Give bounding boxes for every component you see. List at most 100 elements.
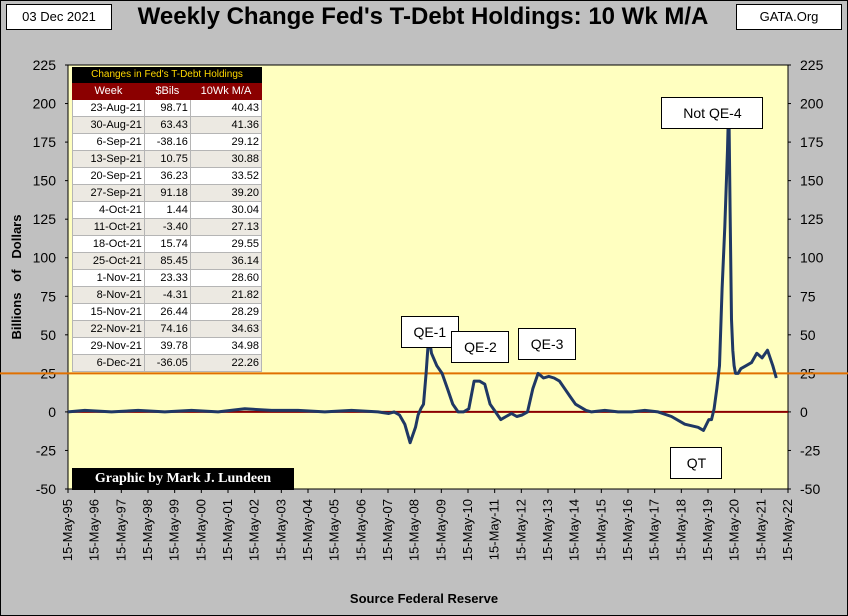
table-cell-bils: 36.23 (143, 167, 191, 185)
annotation-label: Not QE-4 (661, 96, 764, 129)
x-tick-label: 15-May-11 (487, 499, 502, 560)
table-cell-week: 6-Sep-21 (72, 133, 145, 151)
table-cell-ma: 41.36 (189, 116, 263, 134)
y-tick-label-right: 225 (800, 57, 824, 73)
x-tick-label: 15-May-17 (647, 499, 662, 561)
y-tick-label-right: 125 (800, 211, 824, 227)
x-tick-label: 15-May-06 (353, 499, 368, 561)
x-tick-label: 15-May-05 (327, 499, 342, 561)
site-box: GATA.Org (736, 4, 842, 30)
table-cell-bils: 98.71 (143, 99, 191, 117)
table-cell-bils: 85.45 (143, 252, 191, 270)
y-tick-label-left: 125 (33, 211, 57, 227)
table-cell-ma: 40.43 (189, 99, 263, 117)
table-cell-bils: 91.18 (143, 184, 191, 202)
y-tick-label-right: 0 (800, 404, 808, 420)
x-axis-label: Source Federal Reserve (349, 591, 499, 606)
table-cell-ma: 30.88 (189, 150, 263, 168)
y-tick-label-left: 150 (33, 173, 57, 189)
x-tick-label: 15-May-03 (273, 499, 288, 561)
y-tick-label-left: 75 (40, 288, 56, 304)
table-row: 27-Sep-21 91.18 39.20 (72, 184, 263, 202)
y-tick-label-right: -50 (800, 481, 820, 497)
y-tick-label-right: 150 (800, 173, 824, 189)
table-cell-week: 4-Oct-21 (72, 201, 145, 219)
y-tick-label-left: 50 (40, 327, 56, 343)
y-tick-label-right: 75 (800, 288, 816, 304)
table-header-bils: $Bils (143, 82, 191, 100)
table-row: 13-Sep-21 10.75 30.88 (72, 150, 263, 168)
data-table: Changes in Fed's T-Debt Holdings Week $B… (72, 67, 263, 372)
table-cell-ma: 29.55 (189, 235, 263, 253)
y-axis-label: Billions of Dollars (9, 215, 24, 340)
table-row: 6-Dec-21 -36.05 22.26 (72, 354, 263, 372)
table-row: 23-Aug-21 98.71 40.43 (72, 99, 263, 117)
table-cell-week: 23-Aug-21 (72, 99, 145, 117)
table-cell-week: 20-Sep-21 (72, 167, 145, 185)
table-cell-bils: 15.74 (143, 235, 191, 253)
table-cell-ma: 30.04 (189, 201, 263, 219)
table-header-week: Week (72, 82, 145, 100)
x-tick-label: 15-May-96 (87, 499, 102, 561)
table-cell-week: 8-Nov-21 (72, 286, 145, 304)
table-cell-bils: 23.33 (143, 269, 191, 287)
table-row: 11-Oct-21 -3.40 27.13 (72, 218, 263, 236)
table-cell-ma: 39.20 (189, 184, 263, 202)
table-cell-bils: 1.44 (143, 201, 191, 219)
table-cell-bils: -38.16 (143, 133, 191, 151)
x-tick-label: 15-May-02 (247, 499, 262, 561)
y-tick-label-left: 0 (48, 404, 56, 420)
y-tick-label-left: 200 (33, 96, 57, 112)
date-box: 03 Dec 2021 (6, 4, 112, 30)
x-tick-label: 15-May-01 (220, 499, 235, 561)
table-row: 6-Sep-21 -38.16 29.12 (72, 133, 263, 151)
table-cell-week: 25-Oct-21 (72, 252, 145, 270)
table-cell-ma: 27.13 (189, 218, 263, 236)
table-cell-ma: 22.26 (189, 354, 263, 372)
x-tick-label: 15-May-19 (700, 499, 715, 561)
table-row: 4-Oct-21 1.44 30.04 (72, 201, 263, 219)
x-tick-label: 15-May-16 (620, 499, 635, 561)
table-cell-week: 1-Nov-21 (72, 269, 145, 287)
table-row: 15-Nov-21 26.44 28.29 (72, 303, 263, 321)
x-tick-label: 15-May-95 (60, 499, 75, 561)
table-cell-ma: 34.63 (189, 320, 263, 338)
table-cell-ma: 28.60 (189, 269, 263, 287)
table-row: 20-Sep-21 36.23 33.52 (72, 167, 263, 185)
x-tick-label: 15-May-10 (460, 499, 475, 561)
table-cell-week: 27-Sep-21 (72, 184, 145, 202)
table-cell-week: 13-Sep-21 (72, 150, 145, 168)
x-tick-label: 15-May-15 (593, 499, 608, 561)
table-row: 8-Nov-21 -4.31 21.82 (72, 286, 263, 304)
x-tick-label: 15-May-00 (193, 499, 208, 561)
table-row: 29-Nov-21 39.78 34.98 (72, 337, 263, 355)
table-cell-ma: 36.14 (189, 252, 263, 270)
x-tick-label: 15-May-12 (513, 499, 528, 561)
table-cell-ma: 29.12 (189, 133, 263, 151)
table-cell-bils: 63.43 (143, 116, 191, 134)
table-cell-week: 11-Oct-21 (72, 218, 145, 236)
table-cell-ma: 34.98 (189, 337, 263, 355)
table-cell-week: 6-Dec-21 (72, 354, 145, 372)
x-tick-label: 15-May-04 (300, 499, 315, 561)
x-tick-label: 15-May-21 (753, 499, 768, 561)
x-tick-label: 15-May-99 (167, 499, 182, 561)
x-tick-label: 15-May-09 (433, 499, 448, 561)
y-tick-label-right: -25 (800, 442, 820, 458)
table-cell-bils: -36.05 (143, 354, 191, 372)
table-row: 25-Oct-21 85.45 36.14 (72, 252, 263, 270)
y-tick-label-left: -50 (36, 481, 56, 497)
annotation-label: QE-3 (518, 328, 577, 361)
table-header-ma: 10Wk M/A (189, 82, 263, 100)
annotation-label: QE-2 (451, 331, 510, 364)
table-cell-ma: 28.29 (189, 303, 263, 321)
chart-title: Weekly Change Fed's T-Debt Holdings: 10 … (137, 3, 709, 30)
y-tick-label-left: 100 (33, 250, 57, 266)
table-cell-week: 18-Oct-21 (72, 235, 145, 253)
table-row: 1-Nov-21 23.33 28.60 (72, 269, 263, 287)
table-cell-week: 22-Nov-21 (72, 320, 145, 338)
y-tick-label-right: 100 (800, 250, 824, 266)
x-tick-label: 15-May-22 (780, 499, 795, 561)
table-cell-bils: 26.44 (143, 303, 191, 321)
